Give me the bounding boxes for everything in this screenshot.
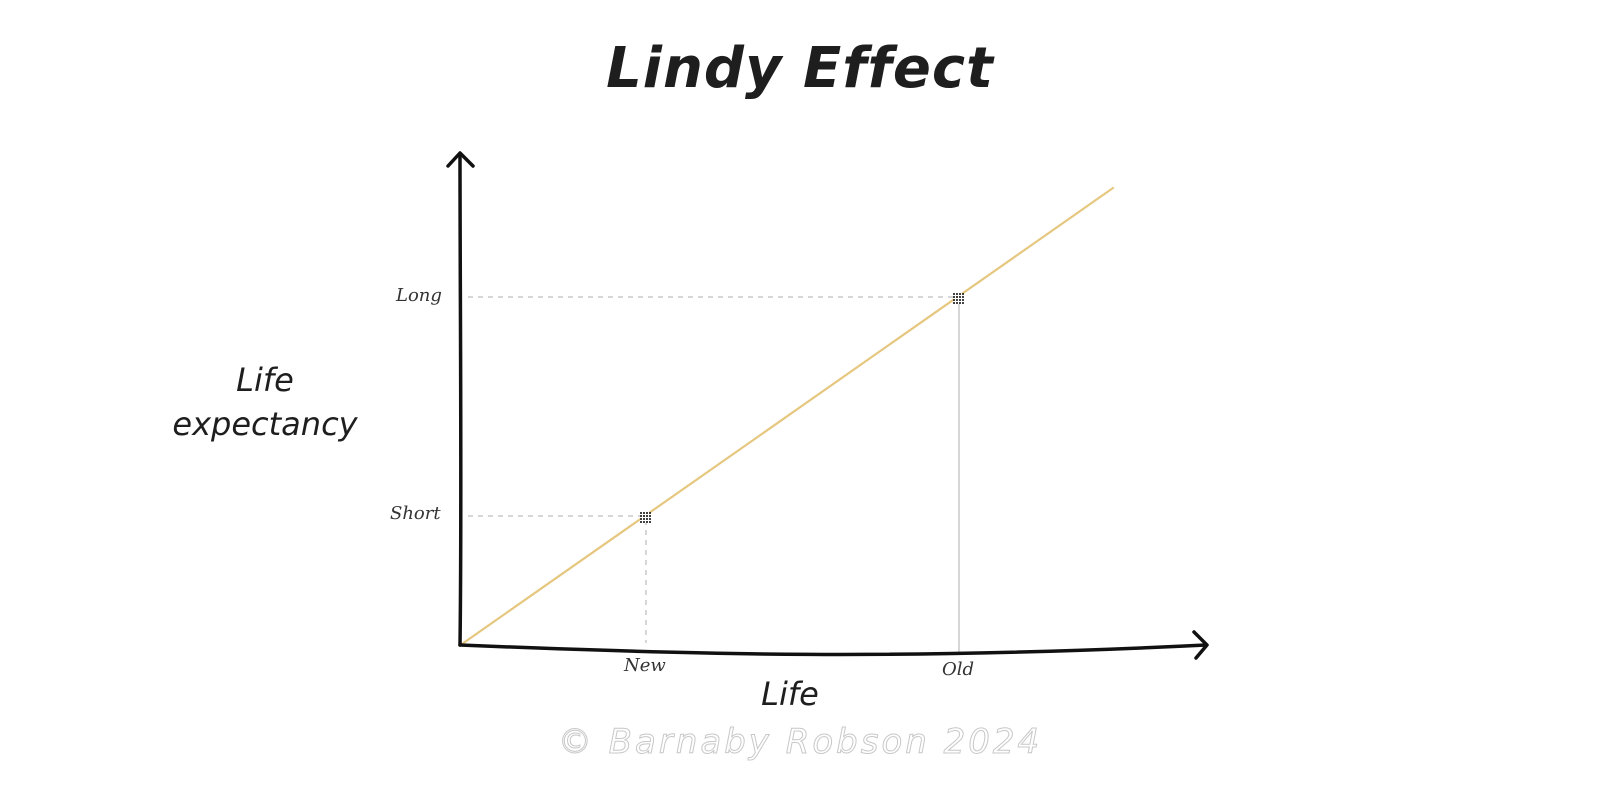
lindy-line xyxy=(460,186,1115,646)
x-axis-arrow-icon xyxy=(1192,630,1209,660)
x-tick-new: New xyxy=(624,655,666,676)
copyright-credit: © Barnaby Robson 2024 xyxy=(557,722,1043,763)
y-axis-title: Life expectancy xyxy=(160,358,370,446)
x-axis xyxy=(458,643,1208,657)
y-axis xyxy=(458,152,463,647)
y-axis-title-line2: expectancy xyxy=(172,405,358,443)
y-axis-title-line1: Life xyxy=(236,361,294,399)
y-tick-short: Short xyxy=(390,503,441,524)
x-axis-title: Life xyxy=(761,675,819,713)
chart-title: Lindy Effect xyxy=(606,36,994,101)
marker-old-long xyxy=(953,293,964,304)
y-axis-arrow-icon xyxy=(446,151,475,168)
y-tick-long: Long xyxy=(396,285,442,306)
marker-new-short xyxy=(640,512,651,523)
x-tick-old: Old xyxy=(942,659,975,680)
